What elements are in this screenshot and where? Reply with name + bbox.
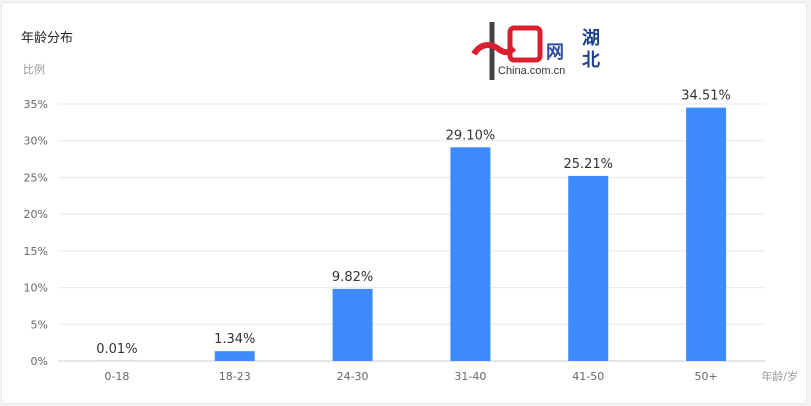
china-com-cn-watermark-logo: 网 China.com.cn 湖 北	[470, 14, 620, 84]
bar	[450, 147, 491, 361]
y-tick-label: 5%	[31, 318, 48, 331]
x-tick-label: 41-50	[572, 370, 604, 383]
y-tick-label: 20%	[24, 208, 48, 221]
svg-text:网: 网	[546, 42, 564, 62]
y-tick-label: 10%	[24, 282, 48, 295]
bar	[686, 107, 727, 362]
data-label: 25.21%	[563, 157, 613, 172]
data-label: 29.10%	[446, 128, 496, 143]
data-label: 34.51%	[681, 89, 731, 104]
bar	[214, 351, 255, 361]
data-label: 1.34%	[214, 332, 255, 347]
y-tick-label: 35%	[24, 98, 48, 111]
bar	[568, 175, 609, 361]
x-tick-label: 18-23	[219, 370, 251, 383]
x-axis-label: 年龄/岁	[761, 369, 798, 383]
x-tick-label: 31-40	[454, 370, 486, 383]
chart-title: 年龄分布	[21, 31, 74, 46]
x-tick-label: 50+	[694, 370, 717, 383]
y-tick-label: 25%	[24, 171, 48, 184]
x-tick-label: 24-30	[337, 370, 369, 383]
x-tick-label: 0-18	[104, 370, 129, 383]
data-label: 9.82%	[332, 270, 373, 285]
y-axis-label: 比例	[23, 62, 45, 76]
bar	[332, 288, 373, 361]
y-tick-label: 30%	[24, 135, 48, 148]
svg-text:湖: 湖	[582, 28, 600, 49]
y-tick-label: 15%	[24, 245, 48, 258]
svg-text:China.com.cn: China.com.cn	[498, 65, 565, 77]
y-tick-label: 0%	[31, 355, 48, 368]
data-label: 0.01%	[96, 342, 137, 357]
svg-text:北: 北	[582, 50, 600, 71]
